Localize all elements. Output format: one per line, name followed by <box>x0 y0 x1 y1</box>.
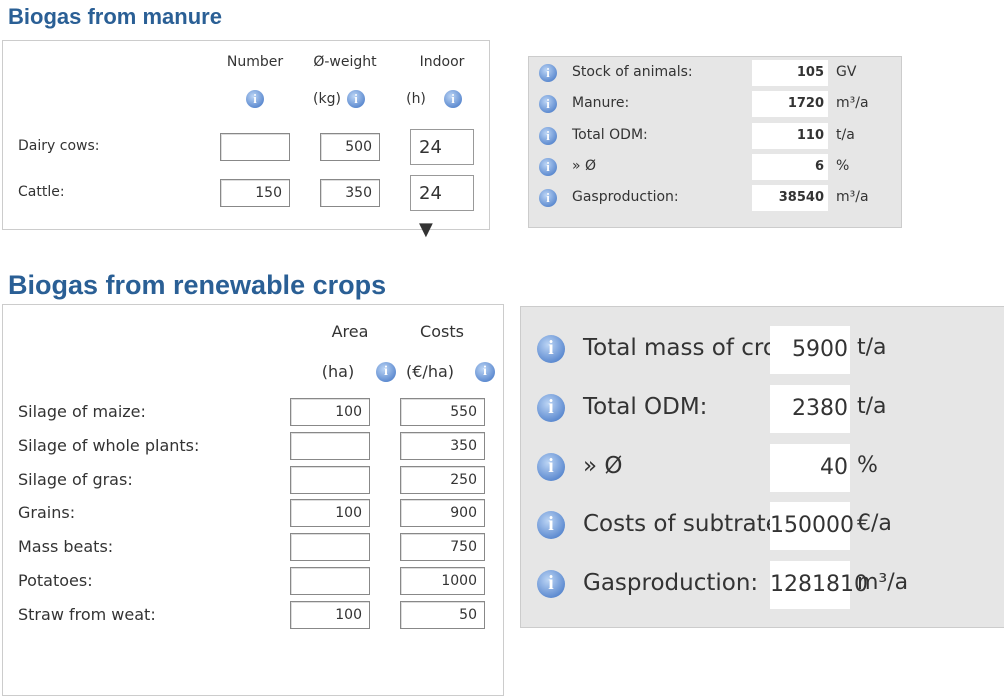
cost-input[interactable]: 900 <box>400 499 485 528</box>
cost-input[interactable]: 550 <box>400 398 485 426</box>
info-icon[interactable]: i <box>475 362 495 382</box>
summary-unit: t/a <box>836 126 855 143</box>
column-header: Area <box>331 322 369 341</box>
info-icon[interactable]: i <box>376 362 396 382</box>
summary-unit: m³/a <box>836 95 869 112</box>
cost-input[interactable]: 1000 <box>400 567 485 595</box>
info-icon[interactable]: i <box>537 335 565 363</box>
dropdown-arrow[interactable]: ▼ <box>419 219 433 240</box>
summary-label: Gasproduction: <box>583 570 759 597</box>
column-unit: (ha) <box>321 362 355 381</box>
row-label: Cattle: <box>18 184 65 200</box>
area-input[interactable]: 100 <box>290 600 370 629</box>
section-title: Biogas from manure <box>8 4 222 29</box>
info-icon[interactable]: i <box>539 157 557 176</box>
column-unit: (kg) <box>313 91 341 107</box>
cost-input[interactable]: 750 <box>400 533 485 562</box>
summary-value: 38540 <box>752 185 828 212</box>
area-input[interactable] <box>290 465 370 494</box>
row-label: Potatoes: <box>18 571 93 590</box>
info-icon[interactable]: i <box>539 126 557 145</box>
summary-label: Stock of animals: <box>572 64 693 80</box>
manure-summary <box>528 56 902 228</box>
summary-unit: t/a <box>857 335 887 360</box>
row-label: Dairy cows: <box>18 138 100 154</box>
area-input[interactable]: 100 <box>290 398 370 426</box>
cost-input[interactable]: 250 <box>400 465 485 494</box>
info-icon[interactable]: i <box>246 90 264 108</box>
summary-label: Manure: <box>572 95 630 112</box>
column-unit: (€/ha) <box>406 362 454 381</box>
info-icon[interactable]: i <box>537 452 565 481</box>
summary-unit: GV <box>836 64 857 80</box>
column-header: Ø-weight <box>313 54 377 70</box>
info-icon[interactable]: i <box>537 511 565 540</box>
summary-value: 150000 <box>770 502 854 551</box>
summary-unit: % <box>836 157 850 174</box>
area-input[interactable] <box>290 567 370 595</box>
area-input[interactable] <box>290 533 370 562</box>
info-icon[interactable]: i <box>539 189 557 208</box>
summary-unit: m³/a <box>836 189 869 206</box>
info-icon[interactable]: i <box>444 90 462 108</box>
summary-label: » Ø <box>572 157 597 174</box>
crops-summary <box>520 306 1004 628</box>
row-label: Silage of whole plants: <box>18 435 200 455</box>
cost-input[interactable]: 350 <box>400 431 485 460</box>
weight-input[interactable]: 350 <box>320 179 380 207</box>
summary-unit: t/a <box>857 393 887 419</box>
row-label: Grains: <box>18 503 76 523</box>
summary-value: 110 <box>752 122 828 149</box>
row-label: Silage of maize: <box>18 402 146 421</box>
summary-value: 1720 <box>752 91 828 118</box>
row-label: Mass beats: <box>18 537 114 557</box>
indoor-select[interactable]: 24 ▼ <box>410 175 474 240</box>
column-unit: (h) <box>406 91 426 107</box>
summary-label: Total ODM: <box>583 393 708 420</box>
summary-value: 2380 <box>770 384 850 433</box>
summary-unit: m³/a <box>857 570 909 596</box>
row-label: Straw from weat: <box>18 604 156 624</box>
select-value: 24 <box>419 183 442 204</box>
row-label: Silage of gras: <box>18 469 133 489</box>
column-header: Costs <box>420 322 464 341</box>
summary-value: 5900 <box>770 326 850 374</box>
summary-unit: % <box>857 452 878 478</box>
column-header: Number <box>226 54 284 70</box>
summary-label: Total ODM: <box>572 126 648 143</box>
info-icon[interactable]: i <box>347 90 365 108</box>
select-value: 24 <box>419 137 442 158</box>
info-icon[interactable]: i <box>537 570 565 599</box>
number-input[interactable] <box>220 133 290 161</box>
section-title: Biogas from renewable crops <box>8 270 387 300</box>
column-header: Indoor <box>419 54 465 70</box>
summary-label: Gasproduction: <box>572 189 679 206</box>
weight-input[interactable]: 500 <box>320 133 380 161</box>
summary-label: Costs of subtrate: <box>583 511 788 538</box>
summary-value: 6 <box>752 153 828 180</box>
summary-value: 1281810 <box>770 561 868 610</box>
info-icon[interactable]: i <box>537 393 565 422</box>
area-input[interactable]: 100 <box>290 499 370 528</box>
summary-value: 105 <box>752 60 828 86</box>
number-input[interactable]: 150 <box>220 179 290 207</box>
summary-label: » Ø <box>583 452 623 479</box>
area-input[interactable] <box>290 431 370 460</box>
indoor-select[interactable]: 24▼ <box>410 129 474 194</box>
info-icon[interactable]: i <box>539 64 557 82</box>
cost-input[interactable]: 50 <box>400 600 485 629</box>
info-icon[interactable]: i <box>539 95 557 114</box>
summary-value: 40 <box>770 443 850 492</box>
summary-unit: €/a <box>857 511 892 537</box>
